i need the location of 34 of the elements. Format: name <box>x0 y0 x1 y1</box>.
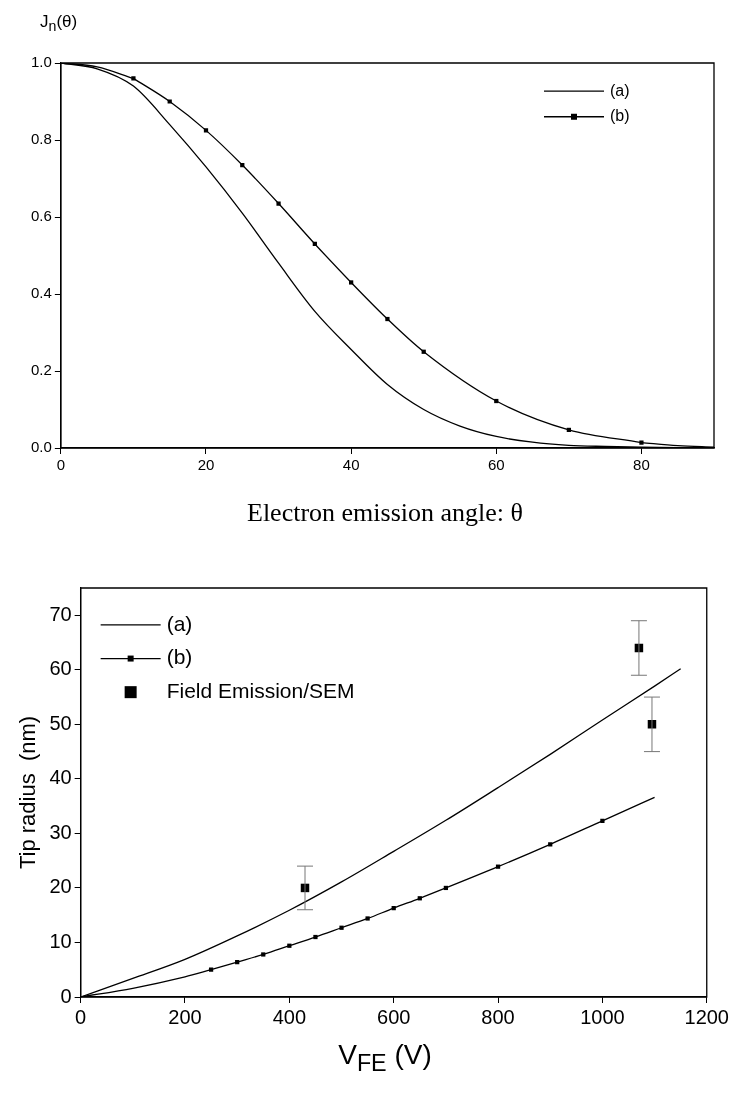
y-tick-label: 40 <box>49 766 72 789</box>
x-tick-label: 0 <box>75 1005 87 1028</box>
x-axis-title: Electron emission angle: θ <box>246 498 524 528</box>
y-tick-label: 50 <box>49 711 72 734</box>
legend-label: (b) <box>166 645 193 669</box>
x-tick-label: 200 <box>168 1005 202 1028</box>
legend-label: Field Emission/SEM <box>166 678 355 702</box>
x-tick-label: 20 <box>197 456 215 474</box>
x-tick-label: 60 <box>487 456 505 474</box>
y-tick-label: 0.4 <box>30 284 52 302</box>
legend-label: (a) <box>610 81 630 99</box>
y-tick-label: 0 <box>60 984 72 1007</box>
y-tick-label: 0.0 <box>30 438 52 456</box>
y-tick-label: 0.2 <box>30 361 52 379</box>
x-tick-label: 40 <box>342 456 360 474</box>
y-tick-label: 10 <box>49 929 72 952</box>
y-axis-title: J$_{n}$(θ) <box>40 12 78 35</box>
x-axis-title: V$_{FE}$ (V) <box>337 1039 433 1077</box>
y-tick-label: 0.8 <box>30 130 52 148</box>
y-tick-label: 60 <box>49 657 72 680</box>
x-tick-label: 800 <box>481 1005 515 1028</box>
x-tick-label: 600 <box>377 1005 411 1028</box>
legend-label: (b) <box>610 107 630 125</box>
x-tick-label: 1000 <box>580 1005 625 1028</box>
x-tick-label: 80 <box>633 456 650 474</box>
x-tick-label: 400 <box>272 1005 307 1028</box>
y-tick-label: 30 <box>49 820 72 843</box>
y-tick-label: 70 <box>49 602 72 625</box>
legend-label: (a) <box>166 611 193 635</box>
y-tick-label: 0.6 <box>30 207 52 225</box>
y-tick-label: 20 <box>49 875 72 898</box>
y-tick-label: 1.0 <box>30 53 52 71</box>
y-axis-title: Tip radius (nm) <box>15 715 41 870</box>
x-tick-label: 1200 <box>684 1005 729 1028</box>
